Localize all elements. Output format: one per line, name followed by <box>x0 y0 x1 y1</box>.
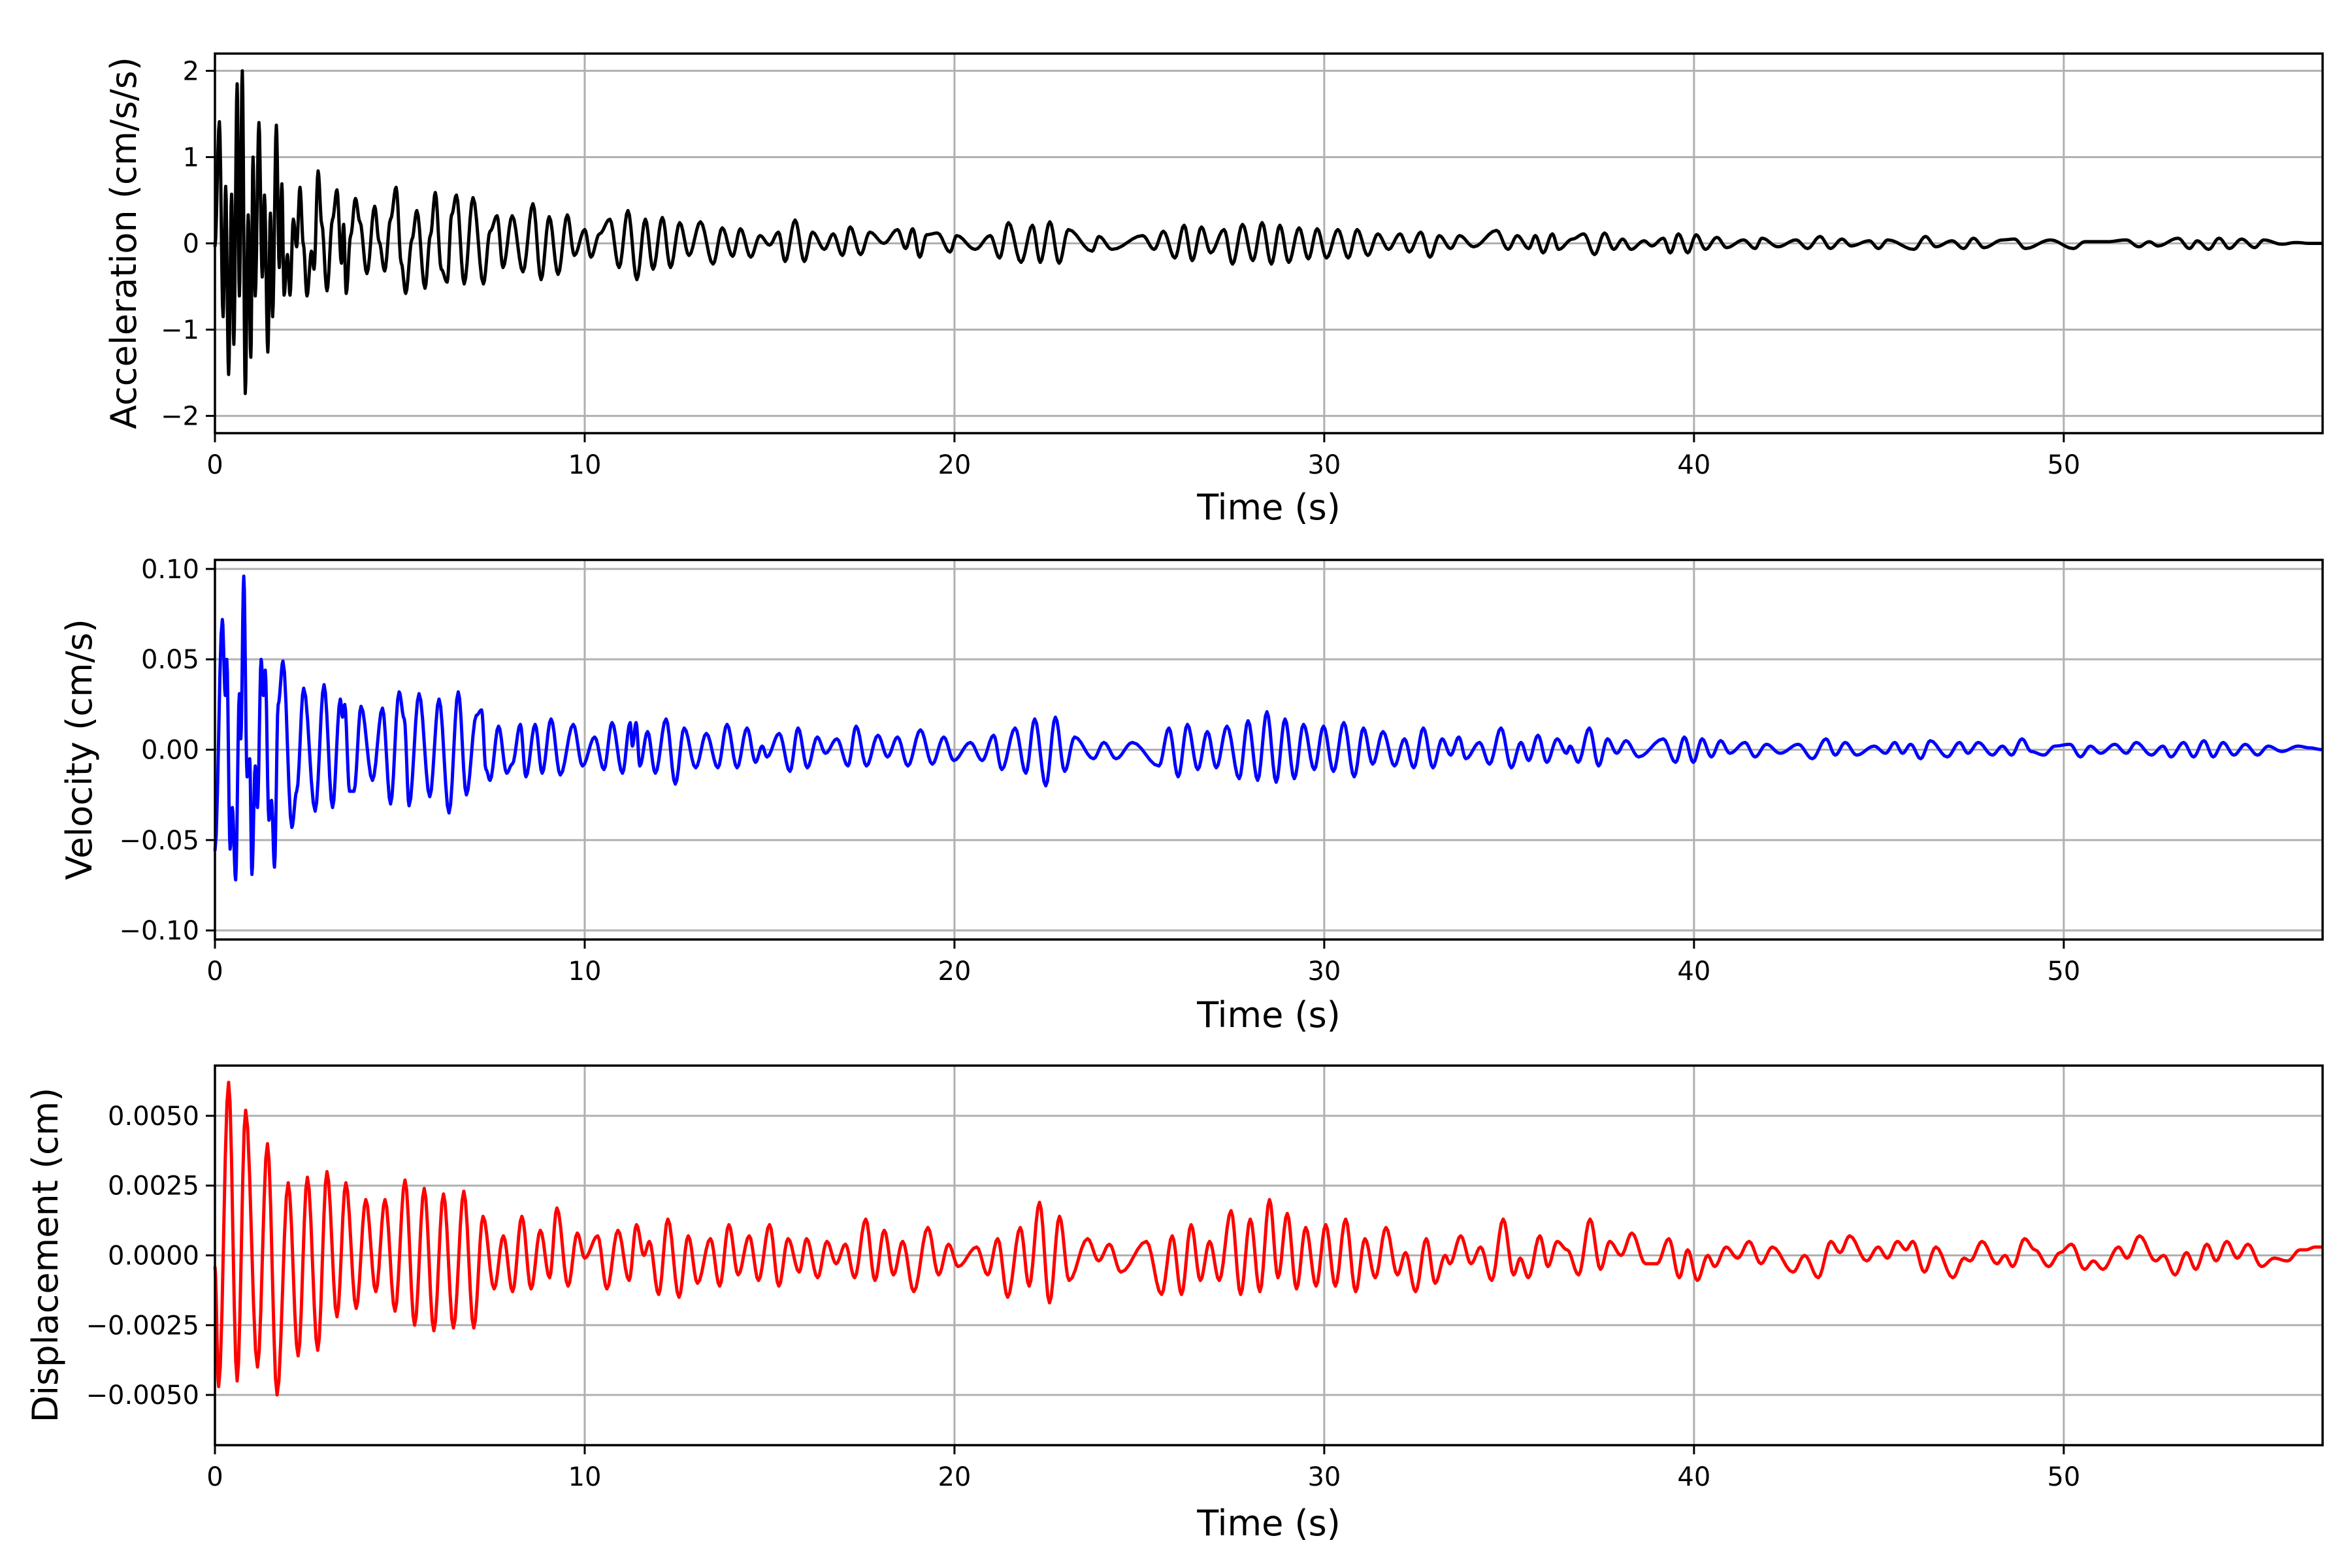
acceleration-y-tick-label: 2 <box>183 56 199 86</box>
acceleration-y-tick-label: 0 <box>183 229 199 259</box>
displacement-y-axis-label: Displacement (cm) <box>25 1088 66 1423</box>
displacement-y-tick-label: 0.0050 <box>108 1102 199 1132</box>
displacement-y-tick-label: 0.0025 <box>108 1171 199 1201</box>
displacement-x-tick-label: 20 <box>938 1462 971 1492</box>
acceleration-panel: Acceleration (cm/s/s) Time (s) 0 10 20 30 40… <box>103 52 2324 528</box>
acceleration-x-tick-label: 10 <box>568 450 602 480</box>
velocity-panel: Velocity (cm/s) Time (s) 0 10 20 30 40 50 −0.1… <box>59 555 2324 1036</box>
acceleration-y-tick-label: −2 <box>161 402 199 432</box>
displacement-y-tick-label: 0.0000 <box>108 1241 199 1271</box>
acceleration-x-tick-label: 0 <box>206 450 223 480</box>
velocity-x-axis-label: Time (s) <box>1196 994 1341 1036</box>
acceleration-x-axis-label: Time (s) <box>1196 487 1341 528</box>
acceleration-x-tick-label: 40 <box>1677 450 1710 480</box>
velocity-y-axis-label: Velocity (cm/s) <box>59 619 100 880</box>
velocity-y-tick-label: 0.10 <box>141 555 199 585</box>
acceleration-y-tick-label: 1 <box>183 142 199 172</box>
displacement-x-tick-label: 0 <box>206 1462 223 1492</box>
velocity-series-line <box>213 574 2323 882</box>
velocity-y-tick-label: −0.10 <box>119 916 199 946</box>
velocity-y-tick-label: 0.00 <box>141 736 199 766</box>
velocity-x-tick-label: 30 <box>1307 956 1341 987</box>
velocity-x-tick-label: 0 <box>206 956 223 987</box>
displacement-panel: Displacement (cm) Time (s) 0 10 20 30 40 50 −0… <box>25 1064 2324 1544</box>
acceleration-y-tick-label: −1 <box>161 316 199 346</box>
displacement-series-line <box>213 1081 2323 1397</box>
acceleration-x-tick-label: 20 <box>938 450 971 480</box>
velocity-x-tick-label: 10 <box>568 956 602 987</box>
velocity-y-tick-label: 0.05 <box>141 645 199 675</box>
velocity-x-tick-label: 20 <box>938 956 971 987</box>
displacement-x-tick-label: 30 <box>1307 1462 1341 1492</box>
acceleration-series-line <box>213 69 2323 395</box>
displacement-x-tick-label: 40 <box>1677 1462 1710 1492</box>
displacement-x-tick-label: 10 <box>568 1462 602 1492</box>
displacement-y-tick-label: −0.0025 <box>86 1311 199 1341</box>
velocity-x-tick-label: 40 <box>1677 956 1710 987</box>
displacement-x-tick-label: 50 <box>2047 1462 2080 1492</box>
acceleration-y-axis-label: Acceleration (cm/s/s) <box>103 57 144 429</box>
acceleration-x-tick-label: 50 <box>2047 450 2080 480</box>
velocity-x-tick-label: 50 <box>2047 956 2080 987</box>
velocity-y-tick-label: −0.05 <box>119 826 199 856</box>
displacement-y-tick-label: −0.0050 <box>86 1380 199 1411</box>
displacement-x-axis-label: Time (s) <box>1196 1503 1341 1544</box>
acceleration-x-tick-label: 30 <box>1307 450 1341 480</box>
